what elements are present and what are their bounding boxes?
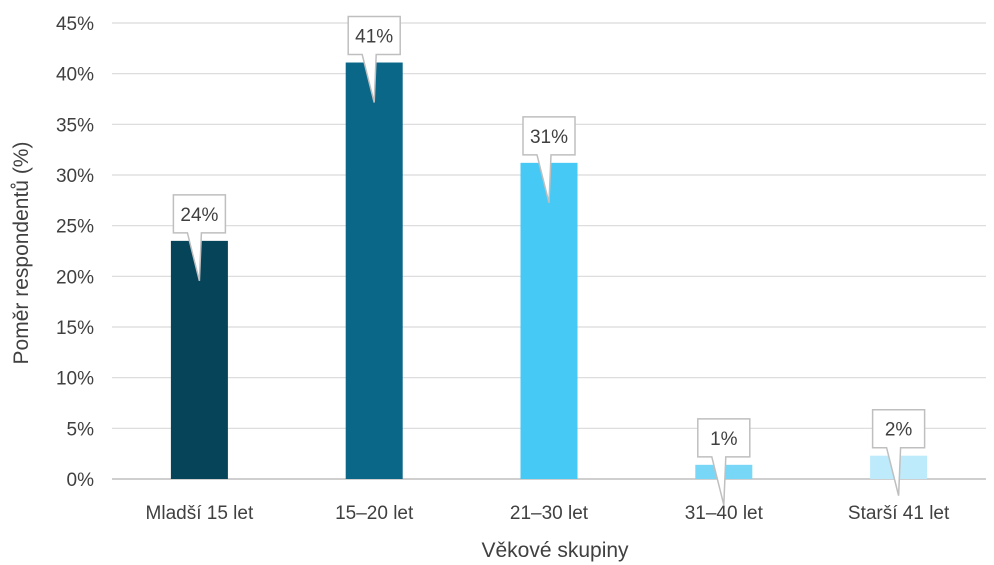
data-label: 1% bbox=[710, 429, 738, 450]
y-tick-label: 15% bbox=[56, 318, 94, 339]
x-axis-ticks: Mladší 15 let 15–20 let 21–30 let 31–40 let… bbox=[146, 503, 950, 524]
x-axis-title: Věkové skupiny bbox=[481, 539, 629, 562]
data-label-callout bbox=[697, 418, 751, 505]
y-tick-label: 20% bbox=[56, 267, 94, 288]
x-tick-label: 31–40 let bbox=[685, 503, 764, 524]
y-axis-title: Poměr respondentů (%) bbox=[10, 142, 33, 365]
y-tick-label: 35% bbox=[56, 115, 94, 136]
x-tick-label: Mladší 15 let bbox=[146, 503, 254, 524]
y-tick-label: 0% bbox=[67, 470, 95, 491]
y-tick-label: 45% bbox=[56, 14, 94, 35]
data-label: 41% bbox=[355, 27, 393, 48]
x-tick-label: 15–20 let bbox=[335, 503, 414, 524]
y-axis-ticks: 0% 5% 10% 15% 20% 25% 30% 35% 40% 45% bbox=[56, 14, 94, 491]
data-label: 31% bbox=[530, 127, 568, 148]
x-tick-label: 21–30 let bbox=[510, 503, 589, 524]
data-label-callout bbox=[871, 408, 926, 496]
bar bbox=[345, 62, 403, 480]
data-label-callout bbox=[522, 116, 576, 204]
y-tick-label: 30% bbox=[56, 166, 94, 187]
y-tick-label: 10% bbox=[56, 369, 94, 390]
y-tick-label: 25% bbox=[56, 217, 94, 238]
data-label: 2% bbox=[885, 420, 913, 441]
data-label-callout bbox=[172, 194, 227, 282]
y-tick-label: 5% bbox=[67, 419, 95, 440]
data-labels: 24% 41% 31% 1% 2% bbox=[172, 15, 926, 505]
data-label-callout bbox=[347, 15, 401, 103]
y-tick-label: 40% bbox=[56, 65, 94, 86]
data-label: 24% bbox=[180, 205, 218, 226]
x-tick-label: Starší 41 let bbox=[848, 503, 950, 524]
bar bbox=[520, 162, 578, 479]
